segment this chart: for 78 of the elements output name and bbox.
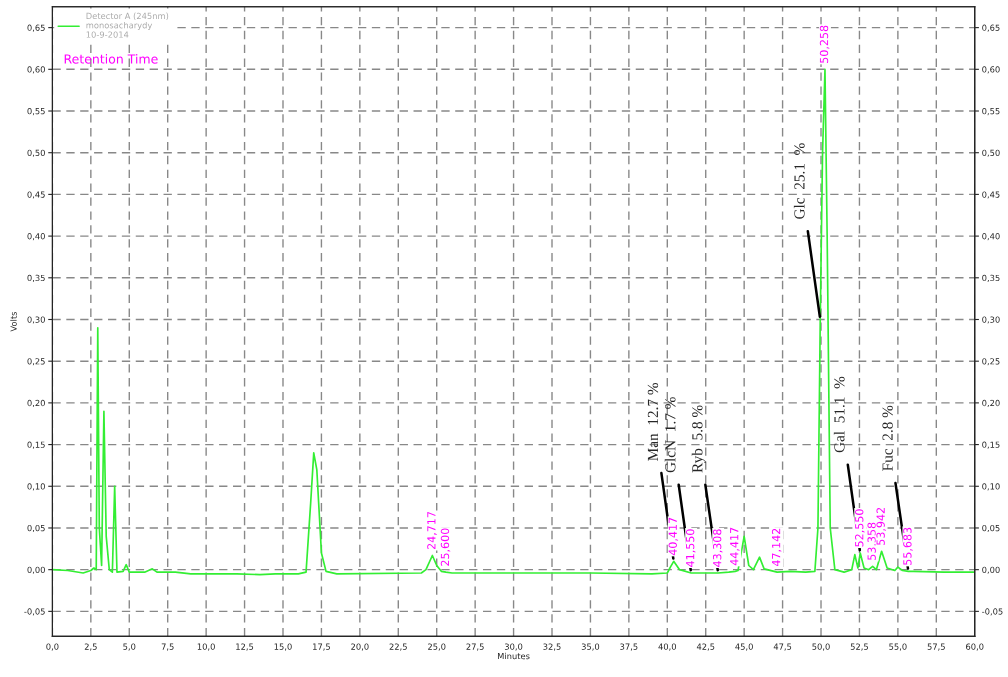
y2-tick-label: 0,20 bbox=[982, 399, 1000, 408]
y2-tick-label: 0,15 bbox=[982, 441, 1000, 449]
x-tick-label: 5,0 bbox=[123, 643, 136, 651]
y-axis-title: Volts bbox=[10, 311, 17, 332]
y-tick-label: 0,00 bbox=[27, 566, 45, 574]
y2-tick-label: 0,00 bbox=[982, 566, 1000, 574]
y-tick-label: 0,45 bbox=[27, 191, 45, 199]
annotation: 25,600 bbox=[440, 528, 451, 566]
annotation: 44,417 bbox=[730, 527, 740, 566]
y2-tick-label: 0,65 bbox=[982, 24, 1000, 32]
annotation: Retention Time bbox=[64, 53, 158, 64]
x-tick-label: 22,5 bbox=[389, 643, 407, 651]
x-tick-label: 0,0 bbox=[46, 643, 59, 651]
y2-tick-label: 0,50 bbox=[982, 149, 1000, 157]
x-tick-label: 37,5 bbox=[620, 643, 638, 651]
y-tick-label: -0,05 bbox=[24, 608, 45, 616]
y-tick-label: 0,65 bbox=[27, 24, 45, 32]
x-tick-label: 30,0 bbox=[504, 643, 523, 651]
annotation: 52,550 bbox=[855, 509, 865, 547]
x-tick-label: 57,5 bbox=[927, 643, 945, 651]
x-tick-label: 15,0 bbox=[274, 643, 292, 651]
annotation: 40,417 bbox=[668, 517, 679, 556]
x-tick-label: 25,0 bbox=[428, 643, 446, 651]
annotation: 24,717 bbox=[427, 512, 437, 550]
annotation: Ryb 5.8 % bbox=[691, 405, 706, 473]
annotation: Glc 25.1 % bbox=[793, 143, 805, 219]
x-tick-label: 10,0 bbox=[197, 643, 215, 651]
annotation: 55,683 bbox=[903, 527, 913, 565]
x-tick-label: 50,0 bbox=[812, 643, 830, 651]
y2-tick-label: 0,25 bbox=[982, 358, 1000, 366]
x-tick-label: 40,0 bbox=[658, 643, 677, 651]
annotation: GlcN 1.7 % bbox=[664, 397, 676, 473]
y2-tick-label: 0,30 bbox=[982, 316, 1000, 324]
annotation: Gal 51.1 % bbox=[833, 376, 845, 453]
x-tick-label: 60,0 bbox=[966, 643, 984, 651]
x-tick-label: 52,5 bbox=[850, 643, 868, 651]
x-tick-label: 32,5 bbox=[543, 643, 561, 651]
y2-tick-label: 0,40 bbox=[982, 233, 1000, 241]
y-tick-label: 0,25 bbox=[27, 358, 45, 366]
y-tick-label: 0,05 bbox=[27, 524, 45, 533]
y-tick-label: 0,35 bbox=[27, 274, 45, 282]
annotation: 53,358 bbox=[867, 522, 877, 560]
y-tick-label: 0,30 bbox=[27, 316, 45, 324]
annotation: 47,142 bbox=[771, 528, 782, 567]
x-axis-title: Minutes bbox=[497, 652, 530, 660]
y2-tick-label: 0,35 bbox=[982, 274, 1000, 282]
x-tick-label: 35,0 bbox=[581, 643, 600, 651]
x-tick-label: 20,0 bbox=[351, 643, 369, 651]
y2-tick-label: 0,45 bbox=[982, 191, 1000, 199]
x-tick-label: 55,0 bbox=[889, 643, 907, 651]
annotation: 50,258 bbox=[819, 25, 830, 63]
annotation: Fuc 2.8 % bbox=[882, 405, 893, 471]
y2-tick-label: 0,60 bbox=[982, 66, 1000, 74]
legend-label: Detector A (245nm) monosacharydy 10-9-2014 bbox=[86, 12, 169, 38]
x-tick-label: 47,5 bbox=[773, 643, 792, 651]
x-tick-label: 42,5 bbox=[696, 643, 715, 651]
x-tick-label: 27,5 bbox=[466, 643, 484, 651]
annotation: 41,550 bbox=[685, 529, 696, 567]
y2-tick-label: 0,05 bbox=[982, 524, 1000, 533]
y-tick-label: 0,10 bbox=[27, 483, 45, 491]
x-tick-label: 7,5 bbox=[161, 643, 174, 651]
y2-tick-label: 0,10 bbox=[982, 483, 1000, 491]
y2-tick-label: -0,05 bbox=[982, 608, 1003, 616]
x-tick-label: 45,0 bbox=[735, 643, 753, 651]
y-tick-label: 0,50 bbox=[27, 149, 45, 157]
x-tick-label: 17,5 bbox=[313, 643, 330, 651]
y-tick-label: 0,20 bbox=[27, 399, 45, 408]
y-tick-label: 0,60 bbox=[27, 66, 45, 74]
x-tick-label: 12,5 bbox=[236, 643, 254, 651]
annotation: 43,308 bbox=[712, 529, 723, 567]
annotation: Man 12.7 % bbox=[647, 382, 659, 461]
line-series bbox=[52, 68, 975, 576]
annotation: 53,942 bbox=[876, 508, 886, 545]
y-tick-label: 0,15 bbox=[27, 441, 45, 449]
x-tick-label: 2,5 bbox=[84, 643, 97, 651]
y2-tick-label: 0,55 bbox=[982, 107, 1000, 116]
y-tick-label: 0,55 bbox=[27, 107, 45, 116]
y-tick-label: 0,40 bbox=[27, 233, 45, 241]
